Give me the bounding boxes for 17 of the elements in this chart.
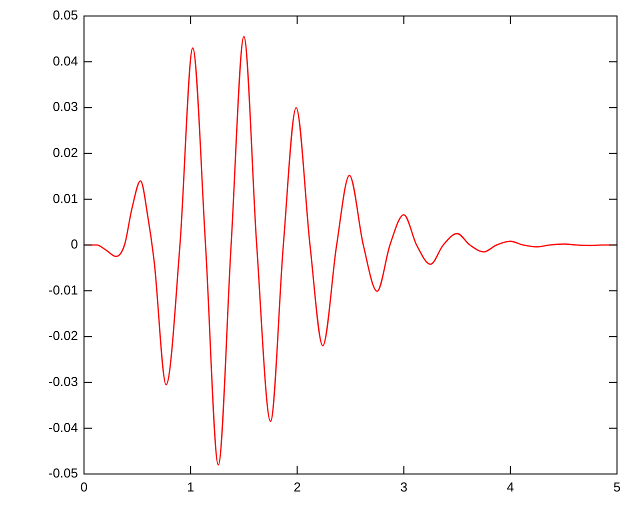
x-tick-label: 1 — [186, 479, 194, 494]
y-tick-label: 0.05 — [52, 8, 78, 23]
y-tick-label: -0.05 — [48, 466, 78, 481]
y-tick-label: 0.02 — [52, 144, 78, 160]
y-tick-label: -0.02 — [48, 328, 78, 344]
x-tick-label: 4 — [506, 479, 514, 494]
x-tick-label: 2 — [294, 479, 301, 494]
y-tick-label: 0 — [70, 236, 78, 252]
x-tick-label: 5 — [613, 479, 621, 494]
y-tick-label: -0.03 — [48, 374, 78, 389]
y-tick-label: 0.01 — [52, 190, 78, 206]
y-tick-label: -0.01 — [48, 282, 78, 298]
y-tick-label: -0.04 — [48, 420, 78, 435]
y-tick-label: 0.04 — [52, 53, 78, 68]
x-tick-label: 3 — [400, 479, 408, 494]
x-tick-label: 0 — [80, 479, 88, 494]
y-tick-label: 0.03 — [52, 99, 78, 114]
